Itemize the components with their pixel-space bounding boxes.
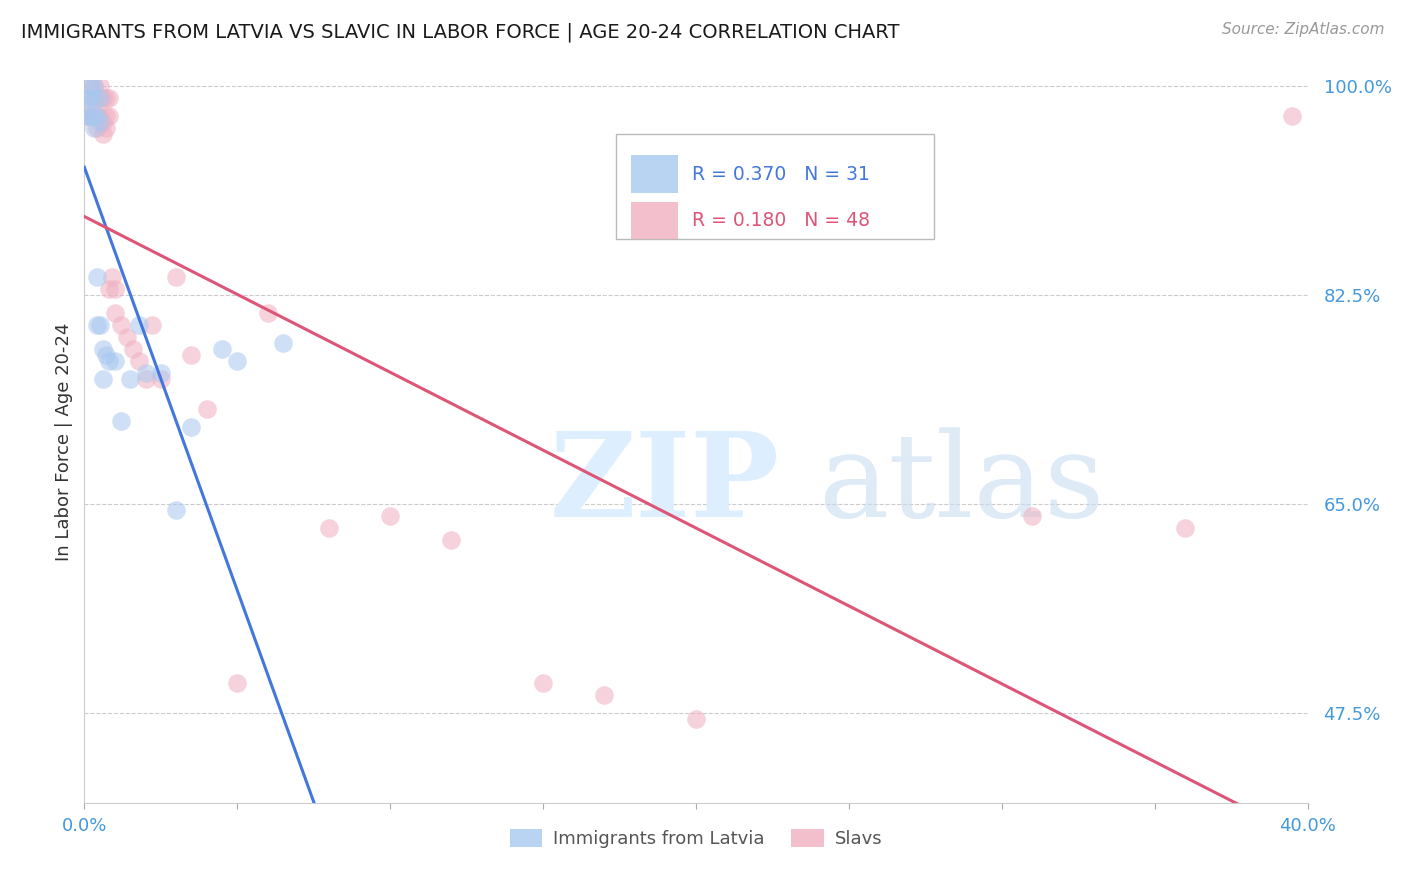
Point — [110, 414, 132, 428]
Point — [86, 318, 108, 332]
Point — [141, 318, 163, 332]
FancyBboxPatch shape — [631, 202, 678, 239]
Point — [86, 270, 108, 285]
Point — [83, 79, 105, 94]
Point — [83, 109, 105, 123]
Point — [97, 109, 120, 123]
Point — [89, 109, 111, 123]
Point — [83, 91, 105, 105]
Point — [195, 401, 218, 416]
Point — [104, 282, 127, 296]
Point — [440, 533, 463, 547]
Point — [91, 115, 114, 129]
Point — [110, 318, 132, 332]
Point — [149, 372, 172, 386]
Point — [79, 91, 101, 105]
Point — [76, 109, 98, 123]
Point — [86, 121, 108, 136]
Point — [97, 354, 120, 368]
Point — [593, 689, 616, 703]
Point — [685, 712, 707, 726]
Point — [380, 509, 402, 524]
Point — [94, 109, 117, 123]
Point — [94, 91, 117, 105]
Point — [135, 372, 157, 386]
Point — [180, 348, 202, 362]
Point — [271, 336, 294, 351]
Text: ZIP: ZIP — [550, 427, 779, 542]
Point — [104, 306, 127, 320]
Point — [128, 318, 150, 332]
Point — [226, 676, 249, 690]
Point — [135, 366, 157, 380]
Point — [91, 127, 114, 141]
Point — [79, 79, 101, 94]
Text: R = 0.180   N = 48: R = 0.180 N = 48 — [692, 211, 870, 230]
Point — [122, 342, 145, 356]
Point — [86, 109, 108, 123]
Point — [83, 91, 105, 105]
FancyBboxPatch shape — [616, 135, 935, 239]
Point — [83, 109, 105, 123]
Point — [165, 270, 187, 285]
Point — [89, 318, 111, 332]
Point — [104, 354, 127, 368]
Point — [1174, 521, 1197, 535]
Point — [1281, 109, 1303, 123]
Legend: Immigrants from Latvia, Slavs: Immigrants from Latvia, Slavs — [502, 822, 890, 855]
Point — [128, 354, 150, 368]
Point — [180, 419, 202, 434]
Point — [165, 503, 187, 517]
Text: R = 0.370   N = 31: R = 0.370 N = 31 — [692, 165, 870, 184]
Point — [115, 330, 138, 344]
Point — [226, 354, 249, 368]
FancyBboxPatch shape — [631, 155, 678, 193]
Point — [149, 366, 172, 380]
Point — [76, 91, 98, 105]
Point — [257, 306, 280, 320]
Point — [97, 282, 120, 296]
Point — [94, 121, 117, 136]
Point — [83, 121, 105, 136]
Point — [101, 270, 124, 285]
Point — [97, 91, 120, 105]
Point — [89, 91, 111, 105]
Text: IMMIGRANTS FROM LATVIA VS SLAVIC IN LABOR FORCE | AGE 20-24 CORRELATION CHART: IMMIGRANTS FROM LATVIA VS SLAVIC IN LABO… — [21, 22, 900, 42]
Point — [76, 109, 98, 123]
Point — [89, 115, 111, 129]
Point — [91, 91, 114, 105]
Point — [318, 521, 340, 535]
Text: Source: ZipAtlas.com: Source: ZipAtlas.com — [1222, 22, 1385, 37]
Point — [94, 348, 117, 362]
Point — [79, 79, 101, 94]
Point — [1021, 509, 1043, 524]
Point — [211, 342, 233, 356]
Point — [89, 79, 111, 94]
Point — [83, 79, 105, 94]
Text: atlas: atlas — [818, 427, 1105, 542]
Y-axis label: In Labor Force | Age 20-24: In Labor Force | Age 20-24 — [55, 322, 73, 561]
Point — [91, 372, 114, 386]
Point — [86, 91, 108, 105]
Point — [91, 342, 114, 356]
Point — [86, 109, 108, 123]
Point — [89, 91, 111, 105]
Point — [79, 109, 101, 123]
Point — [531, 676, 554, 690]
Point — [79, 109, 101, 123]
Point — [76, 91, 98, 105]
Point — [120, 372, 142, 386]
